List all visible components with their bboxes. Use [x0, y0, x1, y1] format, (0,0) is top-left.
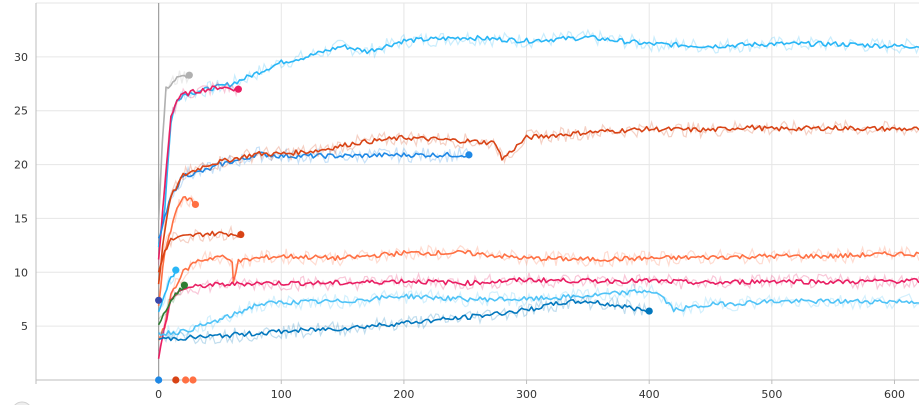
series-line [158, 299, 650, 342]
end-markers [155, 71, 653, 384]
x-tick-label: 500 [761, 388, 782, 401]
grid [36, 2, 919, 380]
series-end-marker [172, 266, 180, 274]
series-end-marker [191, 200, 200, 209]
axes [14, 3, 919, 405]
x-tick-label: 200 [393, 388, 414, 401]
series-raw-line [158, 194, 196, 298]
series-end-marker [185, 71, 193, 79]
x-tick-label: 300 [516, 388, 537, 401]
series-line [157, 286, 186, 326]
series-raw-line [158, 271, 919, 352]
series-line [157, 85, 239, 260]
y-tick-label: 30 [14, 51, 28, 64]
series-raw-line [158, 283, 919, 339]
series-end-marker [465, 151, 473, 159]
series-end-marker [189, 376, 197, 384]
y-tick-label: 25 [14, 105, 28, 118]
x-tick-label: 400 [639, 388, 660, 401]
series-end-marker [155, 296, 163, 304]
series-line [157, 277, 919, 359]
x-tick-label: 100 [271, 388, 292, 401]
corner-toggle [14, 401, 30, 405]
series-line [157, 151, 470, 239]
x-tick-label: 0 [155, 388, 162, 401]
series-line [157, 249, 919, 341]
series-raw-line [158, 146, 470, 245]
series-raw-line [158, 28, 919, 246]
x-tick-label: 600 [884, 388, 905, 401]
series-raw-line [158, 294, 650, 345]
series-end-marker [234, 85, 242, 93]
series-raw-line [158, 244, 919, 340]
y-tick-label: 20 [14, 159, 28, 172]
series-line [157, 270, 177, 313]
series-raw-line [158, 118, 919, 283]
y-tick-label: 5 [21, 320, 28, 333]
y-tick-label: 15 [14, 212, 28, 225]
series-raw-line [158, 224, 242, 270]
series-end-marker [172, 376, 180, 384]
series-line [157, 34, 919, 248]
series-line [157, 230, 242, 273]
series-layer [157, 28, 919, 359]
series-line [158, 289, 919, 337]
series-line [157, 124, 919, 285]
series-end-marker [645, 307, 653, 315]
y-tick-label: 10 [14, 266, 28, 279]
series-line [157, 73, 190, 221]
series-end-marker [180, 281, 188, 289]
series-end-marker [237, 230, 245, 239]
series-end-marker [155, 376, 163, 384]
series-end-marker [182, 376, 190, 384]
